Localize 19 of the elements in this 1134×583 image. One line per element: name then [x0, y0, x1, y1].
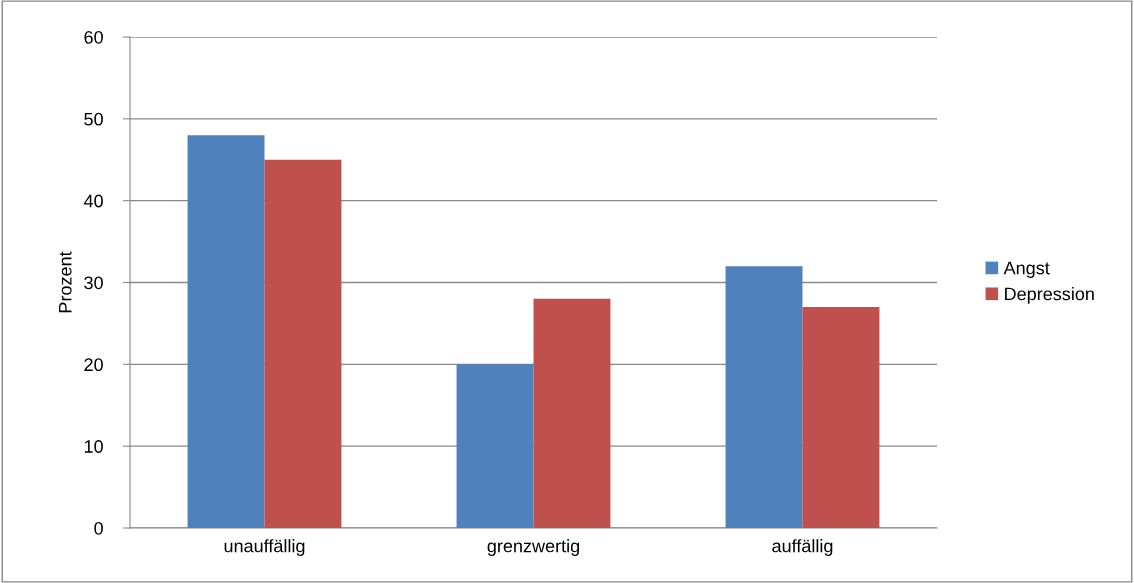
y-tick-label: 40 — [83, 194, 103, 208]
bar — [725, 266, 803, 528]
bar — [533, 298, 611, 528]
bar — [264, 159, 342, 528]
bar — [456, 364, 534, 528]
bar — [187, 135, 265, 528]
y-tick-label: 0 — [94, 521, 103, 535]
y-tick-label: 20 — [84, 358, 103, 372]
y-tick-label: 30 — [84, 276, 103, 290]
x-tick-label: auffällig — [772, 539, 833, 556]
legend-label: Depression — [1005, 287, 1094, 304]
legend-label: Angst — [1003, 261, 1050, 278]
x-tick-label: grenzwertig — [487, 539, 579, 556]
bar — [802, 307, 880, 528]
y-tick-label: 50 — [84, 112, 103, 126]
y-tick-label: 10 — [84, 440, 103, 453]
y-axis-title: Prozent — [59, 251, 72, 313]
y-tick-label: 60 — [84, 30, 103, 44]
x-tick-label: unauffällig — [224, 539, 305, 556]
